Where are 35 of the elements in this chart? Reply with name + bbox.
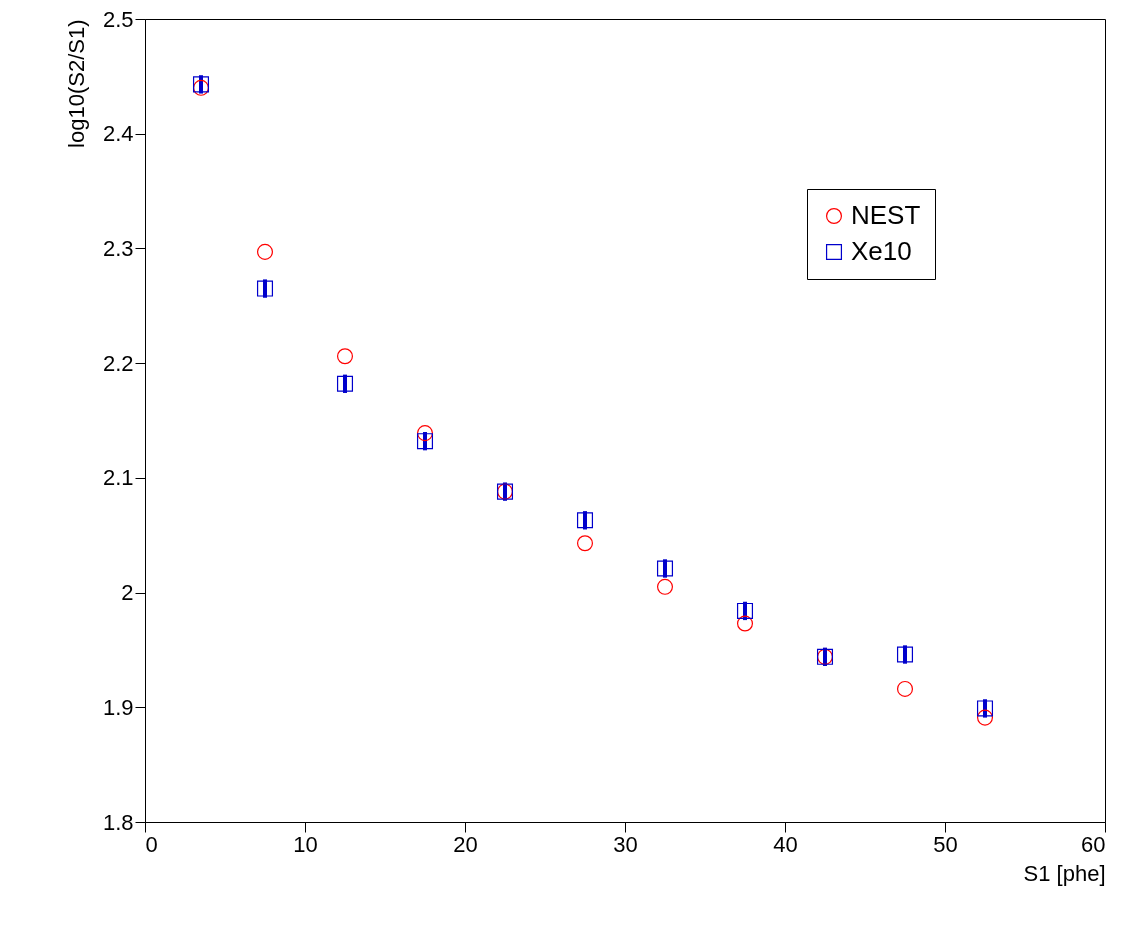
point — [576, 512, 594, 529]
x-axis-title: S1 [phe] — [1023, 860, 1106, 886]
point — [976, 709, 994, 726]
legend-label: NEST — [851, 200, 921, 230]
point — [576, 535, 594, 552]
point — [976, 700, 994, 717]
legend-label: Xe10 — [851, 236, 912, 266]
y-tick-label: 2.1 — [102, 465, 134, 491]
y-tick-label: 2.4 — [102, 121, 134, 147]
x-tick-label: 60 — [1081, 831, 1106, 857]
x-tick-label: 10 — [293, 831, 318, 857]
y-tick-label: 2.5 — [102, 6, 134, 32]
point — [736, 602, 754, 619]
point — [656, 578, 674, 595]
x-tick-label: 0 — [145, 831, 158, 857]
point — [736, 615, 754, 632]
x-tick-label: 20 — [453, 831, 478, 857]
y-axis-title: log10(S2/S1) — [63, 19, 89, 148]
y-tick-label: 1.8 — [102, 809, 134, 835]
point — [656, 560, 674, 577]
point — [416, 425, 434, 442]
x-tick-label: 50 — [933, 831, 958, 857]
point — [416, 433, 434, 450]
point — [336, 375, 354, 392]
x-tick-label: 30 — [613, 831, 638, 857]
point — [256, 243, 274, 260]
point — [896, 646, 914, 663]
y-tick-label: 2.2 — [102, 350, 134, 376]
y-tick-label: 2 — [121, 580, 134, 606]
point — [896, 680, 914, 697]
point — [256, 280, 274, 297]
y-tick-label: 2.3 — [102, 235, 134, 261]
y-tick-label: 1.9 — [102, 694, 134, 720]
point — [336, 348, 354, 365]
x-tick-label: 40 — [773, 831, 798, 857]
